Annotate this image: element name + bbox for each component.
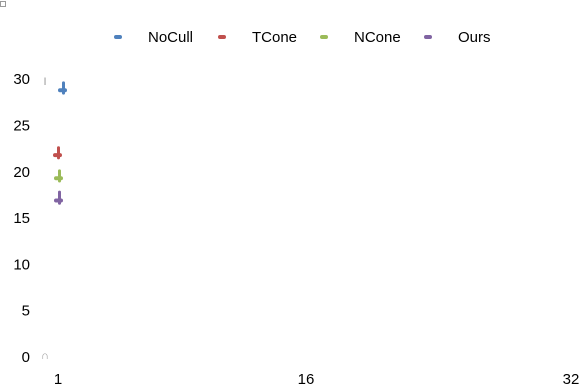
legend-item-ours: Ours [424, 26, 491, 48]
legend-item-ncone: NCone [320, 26, 401, 48]
legend-item-tcone: TCone [218, 26, 297, 48]
legend-label: NCone [354, 28, 401, 46]
point-tcone [53, 153, 62, 158]
point-ncone [54, 176, 63, 181]
y-tick-label: 25 [13, 118, 30, 135]
legend-label: TCone [252, 28, 298, 46]
legend-swatch [320, 35, 328, 39]
y-tick-label: 0 [22, 349, 30, 366]
legend-swatch [424, 35, 432, 39]
point-ours [54, 198, 63, 203]
corner-marker [0, 1, 6, 7]
annotation-mark: I [43, 76, 46, 88]
y-tick-label: 20 [13, 164, 30, 181]
legend-label: Ours [458, 28, 491, 46]
legend: NoCull TCone NCone Ours [0, 26, 582, 48]
annotation-mark: ∩ [41, 350, 49, 362]
legend-item-nocull: NoCull [114, 26, 193, 48]
y-tick-label: 10 [13, 256, 30, 273]
legend-swatch [218, 35, 226, 39]
x-tick-label: 16 [298, 371, 315, 387]
point-nocull [58, 88, 67, 93]
y-tick-label: 15 [13, 210, 30, 227]
x-tick-label: 32 [563, 371, 580, 387]
x-tick-label: 1 [54, 371, 62, 387]
legend-label: NoCull [148, 28, 194, 46]
y-tick-label: 5 [22, 303, 30, 320]
legend-swatch [114, 35, 122, 39]
y-tick-label: 30 [13, 71, 30, 88]
